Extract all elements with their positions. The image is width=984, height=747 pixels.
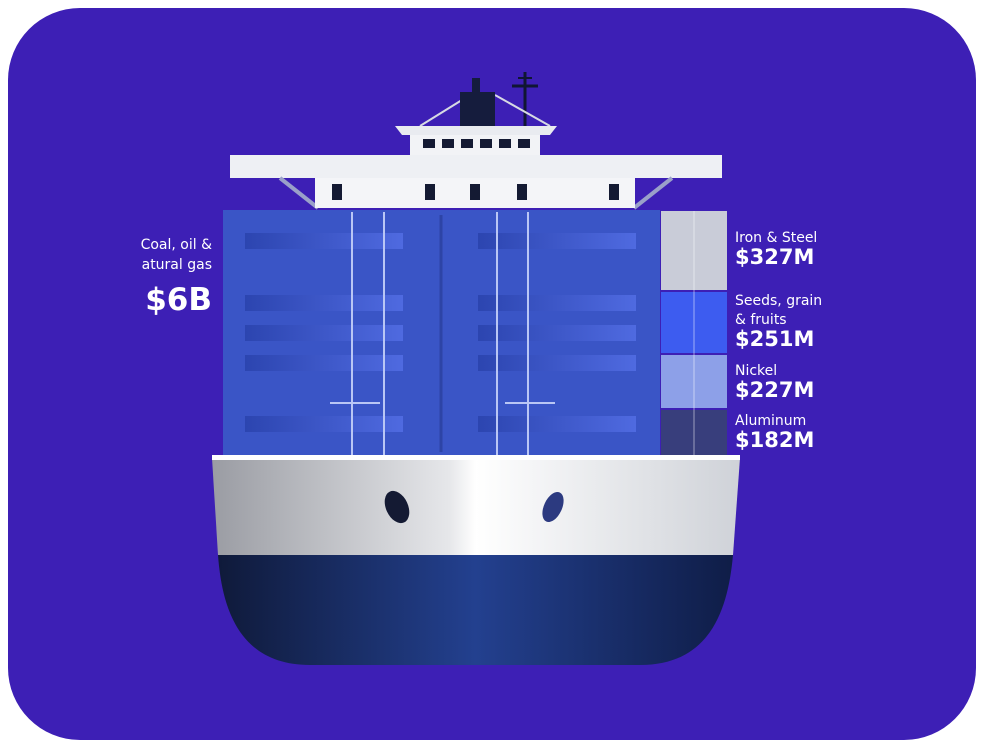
- label-value: $327M: [735, 245, 814, 269]
- label-line: Aluminum: [735, 413, 806, 429]
- label-value: $227M: [735, 378, 814, 402]
- label-line: Nickel: [735, 363, 777, 379]
- label-line: Seeds, grain: [735, 293, 822, 309]
- ship: [212, 72, 740, 665]
- labels: Coal, oil & atural gas $6B Iron & Steel$327…: [141, 230, 823, 452]
- label-value: $182M: [735, 428, 814, 452]
- label-line: & fruits: [735, 312, 787, 328]
- label-value: $251M: [735, 327, 814, 351]
- label-value: $6B: [145, 282, 212, 318]
- label-line: Coal, oil &: [141, 237, 213, 253]
- label-line: Iron & Steel: [735, 230, 817, 246]
- label-line: atural gas: [142, 257, 212, 273]
